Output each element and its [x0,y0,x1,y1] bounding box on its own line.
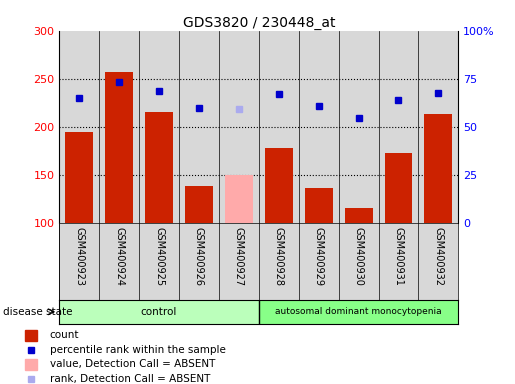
Text: control: control [141,307,177,317]
Bar [305,188,333,223]
Bar [259,300,458,324]
Bar [105,72,133,223]
Bar [265,148,293,223]
Text: GSM400928: GSM400928 [274,227,284,286]
Text: autosomal dominant monocytopenia: autosomal dominant monocytopenia [275,308,442,316]
Text: percentile rank within the sample: percentile rank within the sample [50,345,226,355]
Bar [424,114,452,223]
Text: GSM400923: GSM400923 [74,227,84,286]
Bar [145,113,173,223]
Bar [25,330,38,341]
Bar [65,131,93,223]
Text: GSM400929: GSM400929 [314,227,323,286]
Text: GSM400930: GSM400930 [354,227,364,285]
Text: GSM400927: GSM400927 [234,227,244,286]
Text: GSM400931: GSM400931 [393,227,403,285]
Text: GSM400932: GSM400932 [434,227,443,286]
Text: value, Detection Call = ABSENT: value, Detection Call = ABSENT [50,359,215,369]
Bar [59,300,259,324]
Bar [25,359,38,370]
Bar [385,153,413,223]
Text: GSM400924: GSM400924 [114,227,124,286]
Text: GSM400925: GSM400925 [154,227,164,286]
Bar [225,175,253,223]
Bar [345,208,372,223]
Text: disease state: disease state [3,307,72,317]
Text: GSM400926: GSM400926 [194,227,204,286]
Text: count: count [50,330,79,340]
Bar [185,186,213,223]
Title: GDS3820 / 230448_at: GDS3820 / 230448_at [182,16,335,30]
Text: rank, Detection Call = ABSENT: rank, Detection Call = ABSENT [50,374,210,384]
